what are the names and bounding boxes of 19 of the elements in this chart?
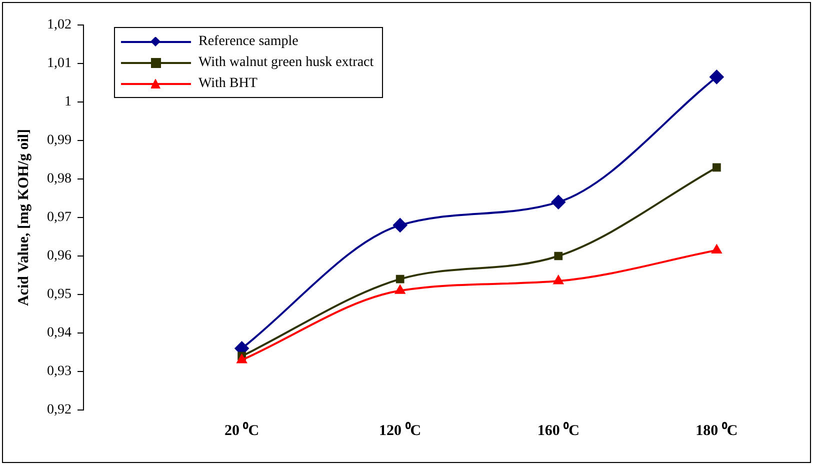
legend-label: With walnut green husk extract bbox=[198, 54, 374, 70]
x-tick-label: 180 ⁰C bbox=[696, 420, 738, 439]
y-tick-label: 0,94 bbox=[47, 326, 72, 341]
y-tick-label: 1,01 bbox=[47, 56, 72, 72]
legend-label: Reference sample bbox=[198, 34, 298, 50]
y-tick-label: 0,98 bbox=[47, 172, 72, 187]
y-tick-label: 0,93 bbox=[47, 364, 72, 380]
y-tick-label: 0,95 bbox=[47, 287, 72, 302]
x-tick-label: 20 ⁰C bbox=[224, 420, 260, 439]
x-tick-label: 160 ⁰C bbox=[537, 420, 580, 439]
y-tick-label: 1,02 bbox=[47, 18, 72, 33]
legend-label: With BHT bbox=[198, 76, 258, 92]
x-tick-label: 120 ⁰C bbox=[379, 420, 422, 439]
y-tick-label: 1 bbox=[64, 94, 72, 110]
y-tick-label: 0,92 bbox=[47, 402, 72, 418]
y-tick-label: 0,97 bbox=[47, 210, 72, 226]
y-tick-label: 0,99 bbox=[47, 133, 72, 148]
y-tick-label: 0,96 bbox=[47, 248, 72, 264]
y-axis-title: Acid Value, [mg KOH/g oil] bbox=[16, 128, 32, 306]
